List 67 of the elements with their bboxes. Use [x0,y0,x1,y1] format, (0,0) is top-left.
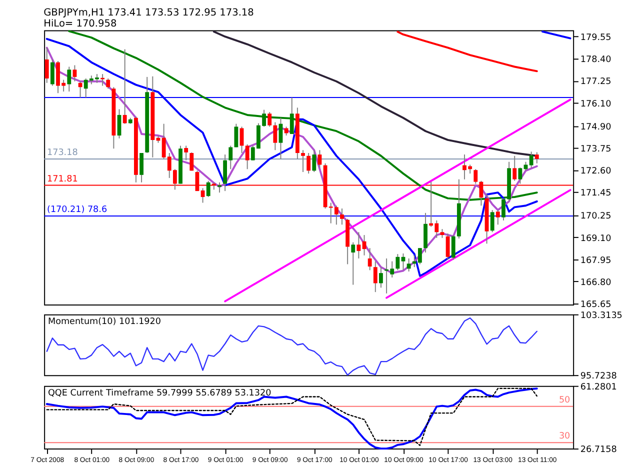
y-tick-label: 26.7158 [580,444,617,455]
candlestick [50,58,54,86]
y-tick-label: 166.80 [580,278,612,288]
y-tick-label: 176.10 [580,99,612,110]
ref-line-label: 171.81 [47,174,78,184]
candlestick [245,144,250,170]
candlestick [518,167,522,184]
ref-line-label: 173.18 [47,148,78,158]
candlestick [140,152,144,183]
y-tick-label: 171.45 [580,188,612,199]
candlestick [401,252,406,271]
y-tick-label: 103.3135 [580,310,622,321]
candlestick [406,258,411,272]
y-tick-label: 167.95 [580,256,612,266]
y-tick-label: 173.75 [580,144,612,154]
y-tick-label: 177.25 [580,77,612,88]
candlestick [529,151,534,168]
candlestick [356,232,361,259]
candlestick [301,150,305,173]
candlestick [106,78,110,90]
candlestick [373,260,378,293]
candlestick [496,210,500,226]
candlestick [451,234,456,260]
candlestick [490,210,494,233]
candlestick [122,48,127,124]
candlestick [351,242,356,286]
candlestick [268,112,272,128]
chart-title: QQE Current Timeframe 59.7999 55.6789 53.1320 [48,388,272,399]
y-tick-label: 169.10 [580,234,612,244]
candlestick [234,123,238,148]
ref-line-label: 30 [558,432,571,442]
candlestick [379,266,383,288]
candlestick [67,66,72,92]
candlestick [290,97,294,134]
ref-line-label: 50 [558,395,571,406]
line-series [396,30,538,72]
candlestick [512,155,517,182]
y-tick-label: 174.90 [580,122,612,132]
candlestick [223,154,228,192]
candlestick [72,64,77,82]
candlestick [306,152,311,174]
y-tick-label: 178.40 [580,55,612,66]
chart-title: Momentum(10) 101.1920 [48,317,162,328]
candlestick [190,152,194,172]
candlestick [446,232,450,260]
y-tick-label: 61.2801 [580,382,617,392]
candlestick [228,145,233,170]
candlestick [184,145,188,161]
candlestick [312,150,316,173]
y-tick-label: 170.25 [580,212,612,222]
candlestick [273,122,278,151]
candlestick [368,248,372,271]
candlestick [218,182,222,194]
y-tick-label: 179.55 [580,33,612,44]
candlestick [206,180,210,198]
candlestick [534,152,539,164]
candlestick [340,208,344,226]
line-series [46,317,538,376]
y-tick-label: 95.7238 [580,372,617,382]
y-tick-label: 172.60 [580,166,612,177]
candlestick [396,254,400,271]
candlestick [44,47,49,84]
chart-subtitle: HiLo= 170.958 [44,18,117,30]
candlestick [474,168,478,184]
y-tick-label: 165.65 [580,300,612,310]
chart-title: GBPJPYm,H1 173.41 173.53 172.95 173.18 [44,8,254,19]
ref-line-label: (170.21) 78.6 [47,205,108,216]
